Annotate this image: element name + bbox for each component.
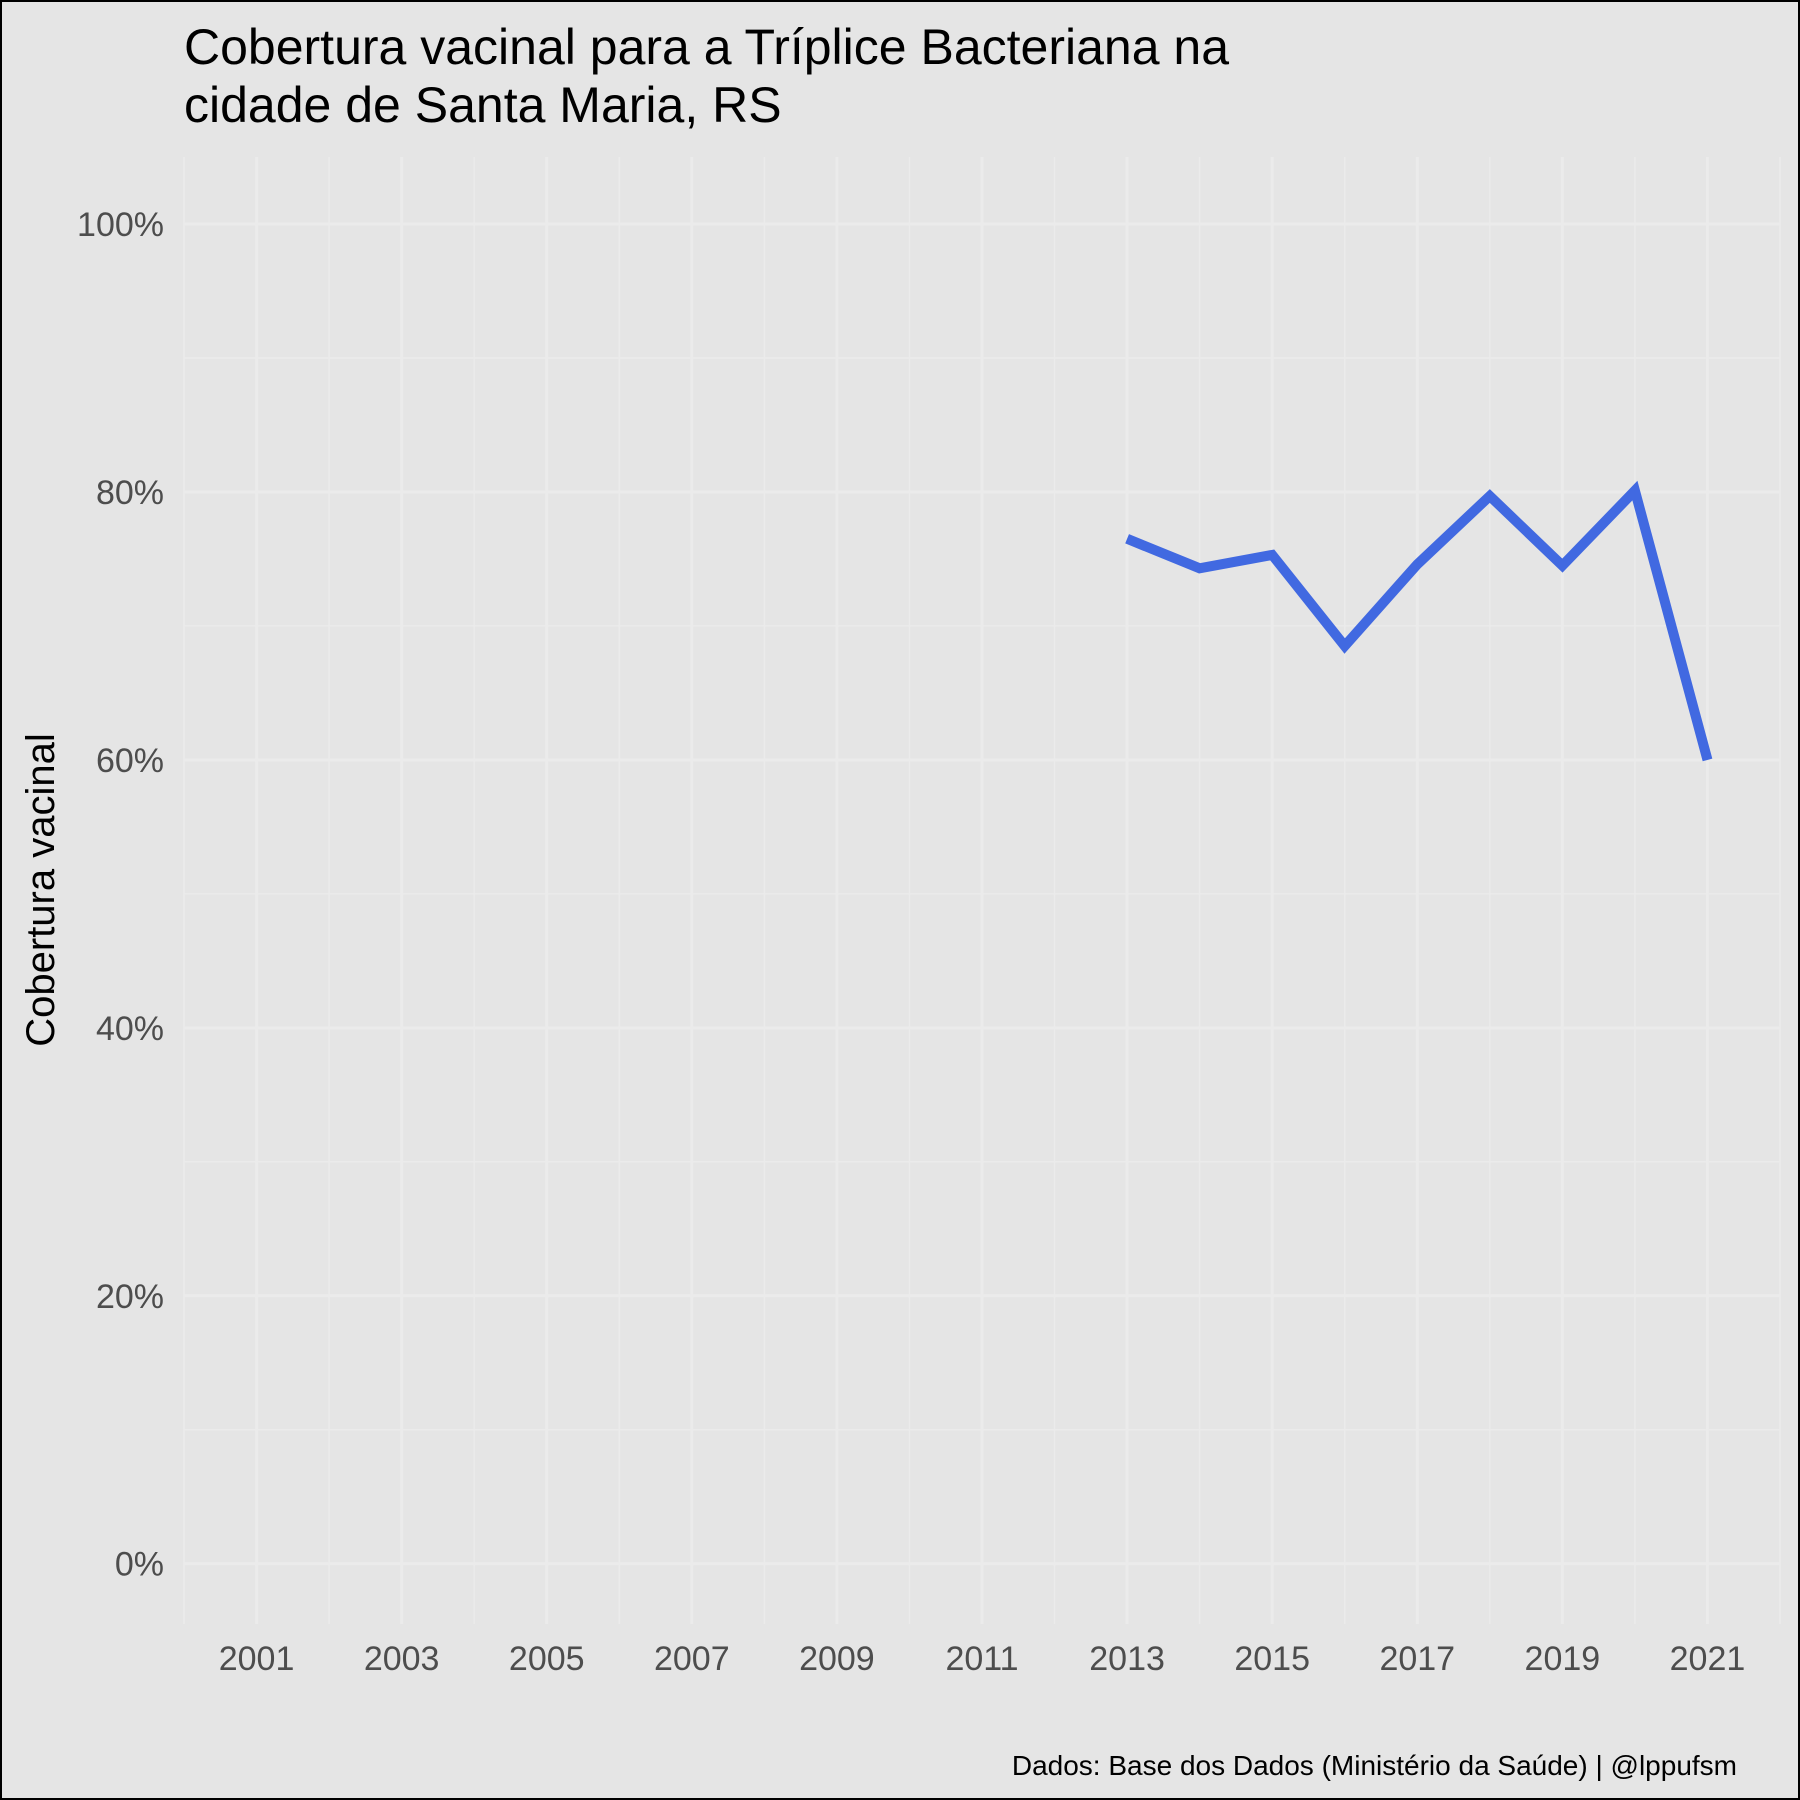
y-tick-label: 20%	[96, 1278, 164, 1316]
x-tick-label: 2001	[219, 1640, 295, 1678]
x-tick-label: 2013	[1089, 1640, 1165, 1678]
chart-title-line-2: cidade de Santa Maria, RS	[184, 77, 782, 133]
y-axis-label: Cobertura vacinal	[19, 733, 63, 1047]
y-tick-label: 0%	[115, 1546, 164, 1584]
x-tick-label: 2017	[1379, 1640, 1455, 1678]
x-tick-label: 2021	[1670, 1640, 1746, 1678]
grid-lines	[183, 157, 1781, 1624]
x-tick-label: 2015	[1234, 1640, 1310, 1678]
y-tick-label: 40%	[96, 1010, 164, 1048]
x-tick-label: 2005	[509, 1640, 585, 1678]
chart-caption: Dados: Base dos Dados (Ministério da Saú…	[1012, 1750, 1737, 1781]
x-tick-label: 2011	[945, 1640, 1018, 1678]
x-tick-label: 2009	[799, 1640, 875, 1678]
series-group	[1125, 480, 1713, 762]
chart-title-line-1: Cobertura vacinal para a Tríplice Bacter…	[184, 19, 1229, 75]
x-tick-label: 2019	[1525, 1640, 1601, 1678]
x-tick-label: 2003	[364, 1640, 440, 1678]
series-line	[1125, 480, 1713, 762]
x-tick-label: 2007	[654, 1640, 730, 1678]
x-axis-ticks: 2001 2003 2005 2007 2009 2011 2013 2015 2017 2019…	[219, 1640, 1746, 1678]
y-tick-label: 60%	[96, 742, 164, 780]
y-axis-ticks: 0% 20% 40% 60% 80% 100%	[77, 206, 164, 1584]
y-tick-label: 100%	[77, 206, 164, 244]
y-tick-label: 80%	[96, 474, 164, 512]
